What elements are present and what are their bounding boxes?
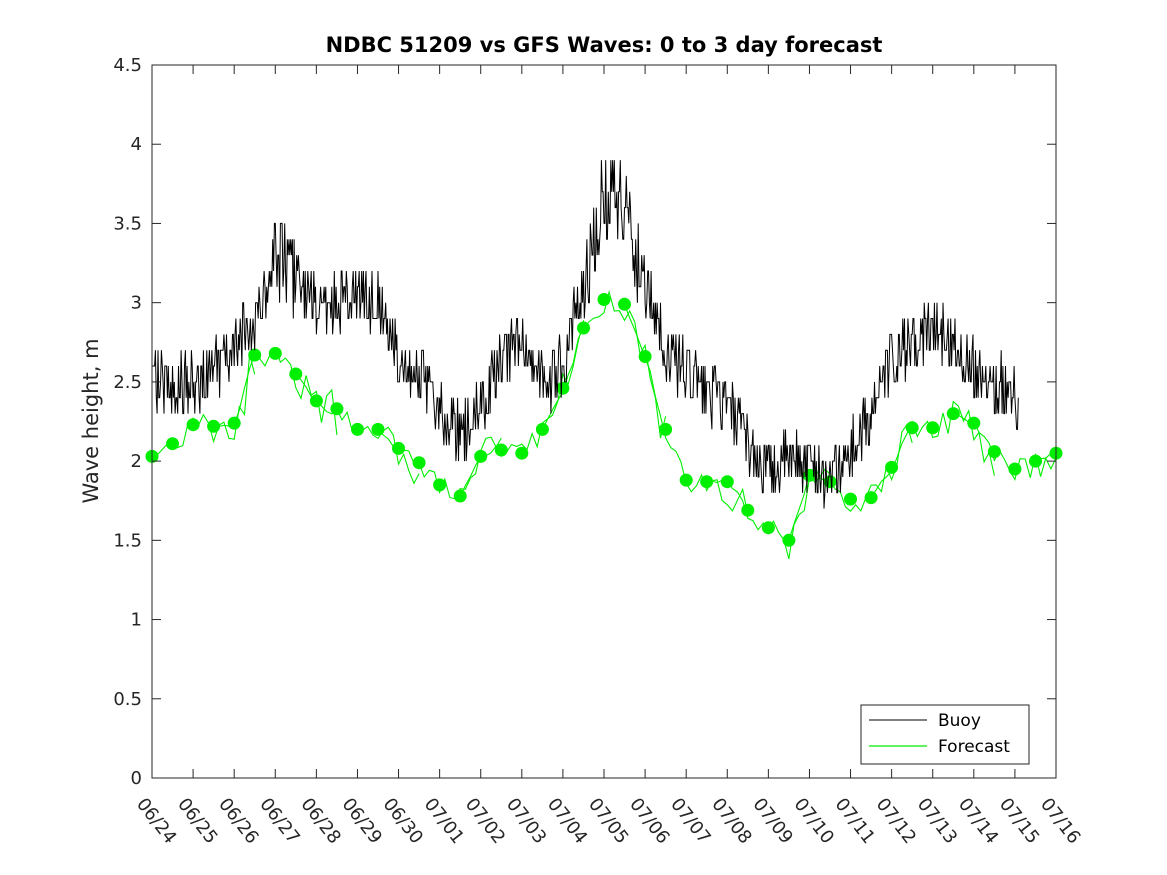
forecast-point: [946, 407, 960, 421]
buoy-layer: [152, 160, 1019, 509]
forecast-point: [392, 441, 405, 455]
forecast-point: [638, 350, 652, 363]
forecast-point: [351, 422, 364, 436]
forecast-point: [864, 491, 878, 505]
forecast-point: [679, 473, 693, 487]
y-tick-label: 3: [131, 293, 142, 314]
forecast-point: [782, 533, 796, 547]
chart-title: NDBC 51209 vs GFS Waves: 0 to 3 day fore…: [326, 33, 883, 57]
forecast-point: [597, 293, 611, 306]
plot-area: [152, 65, 1056, 778]
forecast-point: [1008, 462, 1022, 476]
forecast-point: [248, 348, 262, 362]
forecast-point: [967, 416, 981, 430]
legend-label-forecast: Forecast: [938, 737, 1010, 757]
y-tick-label: 2.5: [113, 372, 142, 393]
forecast-point: [268, 346, 282, 360]
legend: Buoy Forecast: [860, 704, 1030, 765]
forecast-point: [844, 492, 857, 506]
forecast-point: [207, 419, 221, 433]
forecast-point: [761, 521, 775, 535]
forecast-point: [227, 416, 241, 430]
y-tick-label: 1: [131, 610, 142, 631]
forecast-layer: [145, 289, 1063, 560]
y-tick-label: 0: [131, 768, 142, 789]
forecast-point: [535, 422, 549, 436]
forecast-point: [720, 475, 734, 489]
forecast-point: [433, 478, 447, 492]
forecast-point: [474, 449, 488, 463]
forecast-point: [494, 443, 508, 457]
forecast-point: [309, 394, 323, 408]
forecast-point: [659, 422, 673, 436]
forecast-point: [186, 418, 200, 432]
forecast-point: [926, 421, 940, 435]
forecast-point: [166, 437, 179, 451]
y-axis-label: Wave height, m: [79, 338, 103, 503]
y-tick-label: 4: [131, 134, 142, 155]
y-tick-label: 2: [131, 451, 142, 472]
legend-label-buoy: Buoy: [938, 711, 981, 731]
forecast-point: [905, 421, 919, 435]
forecast-point: [700, 475, 714, 489]
forecast-point: [577, 321, 590, 335]
forecast-point: [885, 460, 899, 474]
forecast-point: [556, 381, 570, 395]
y-tick-label: 0.5: [113, 689, 142, 710]
y-tick-label: 3.5: [113, 213, 142, 234]
y-tick-label: 1.5: [113, 530, 142, 551]
forecast-point: [412, 456, 426, 470]
buoy-line: [152, 160, 1019, 509]
y-tick-label: 4.5: [113, 55, 142, 76]
forecast-point: [371, 422, 385, 436]
forecast-point: [1029, 454, 1042, 468]
forecast-point: [515, 446, 529, 460]
forecast-point: [330, 402, 344, 416]
forecast-point: [289, 367, 303, 381]
legend-box: [860, 704, 1030, 765]
forecast-point: [987, 445, 1001, 459]
forecast-point: [453, 489, 467, 503]
forecast-point: [741, 503, 755, 517]
forecast-point: [618, 297, 631, 311]
